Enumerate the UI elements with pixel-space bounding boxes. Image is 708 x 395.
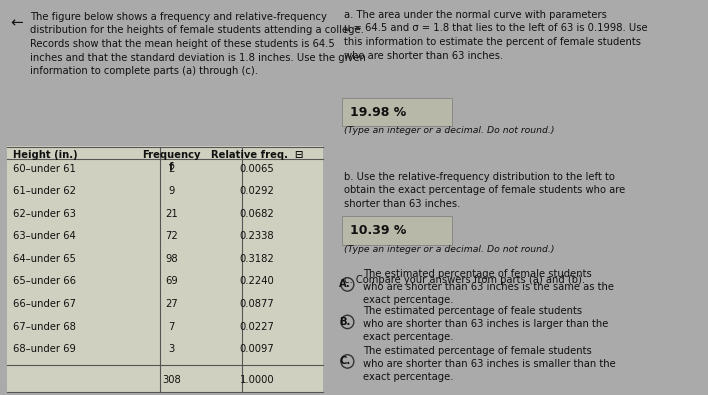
Text: A.: A. bbox=[339, 279, 351, 290]
Text: B.: B. bbox=[339, 317, 351, 327]
Text: 0.2338: 0.2338 bbox=[239, 231, 274, 241]
Text: 60–under 61: 60–under 61 bbox=[13, 164, 76, 174]
Text: 0.0877: 0.0877 bbox=[239, 299, 274, 309]
Text: 63–under 64: 63–under 64 bbox=[13, 231, 76, 241]
Text: 21: 21 bbox=[165, 209, 178, 219]
Text: 3: 3 bbox=[168, 344, 174, 354]
Text: 69: 69 bbox=[165, 276, 178, 286]
Text: ←: ← bbox=[10, 16, 23, 31]
Text: 72: 72 bbox=[165, 231, 178, 241]
Text: 9: 9 bbox=[168, 186, 174, 196]
Text: 64–under 65: 64–under 65 bbox=[13, 254, 76, 264]
Text: The figure below shows a frequency and relative-frequency
distribution for the h: The figure below shows a frequency and r… bbox=[30, 12, 365, 76]
Text: c. Compare your answers from parts (a) and (b).: c. Compare your answers from parts (a) a… bbox=[344, 275, 586, 284]
Text: 0.2240: 0.2240 bbox=[239, 276, 274, 286]
Text: The estimated percentage of female students
who are shorter than 63 inches is th: The estimated percentage of female stude… bbox=[363, 269, 615, 305]
Text: C.: C. bbox=[340, 356, 350, 367]
Text: 0.3182: 0.3182 bbox=[239, 254, 274, 264]
Text: 1.0000: 1.0000 bbox=[239, 375, 274, 386]
Text: 67–under 68: 67–under 68 bbox=[13, 322, 76, 331]
Text: 0.0065: 0.0065 bbox=[239, 164, 274, 174]
Text: a. The area under the normal curve with parameters
μ = 64.5 and σ = 1.8 that lie: a. The area under the normal curve with … bbox=[344, 10, 648, 61]
Text: 10.39 %: 10.39 % bbox=[350, 224, 406, 237]
Text: The estimated percentage of female students
who are shorter than 63 inches is sm: The estimated percentage of female stude… bbox=[363, 346, 616, 382]
FancyBboxPatch shape bbox=[343, 98, 452, 126]
Bar bbox=[6, 146, 323, 393]
Text: 61–under 62: 61–under 62 bbox=[13, 186, 76, 196]
Text: 308: 308 bbox=[162, 375, 181, 386]
Text: 98: 98 bbox=[165, 254, 178, 264]
Text: 27: 27 bbox=[165, 299, 178, 309]
Text: 2: 2 bbox=[168, 164, 174, 174]
Text: 19.98 %: 19.98 % bbox=[350, 106, 406, 118]
Text: 0.0682: 0.0682 bbox=[239, 209, 274, 219]
Text: 0.0292: 0.0292 bbox=[239, 186, 274, 196]
Text: Height (in.): Height (in.) bbox=[13, 150, 78, 160]
Text: The estimated percentage of fe​ale students
who are shorter than 63 inches is la: The estimated percentage of fe​ale stude… bbox=[363, 306, 609, 342]
Text: 66–under 67: 66–under 67 bbox=[13, 299, 76, 309]
Text: 65–under 66: 65–under 66 bbox=[13, 276, 76, 286]
Text: 68–under 69: 68–under 69 bbox=[13, 344, 76, 354]
Text: (Type an integer or a decimal. Do not round.): (Type an integer or a decimal. Do not ro… bbox=[344, 126, 555, 135]
Text: Frequency
f: Frequency f bbox=[142, 150, 200, 172]
Text: 62–under 63: 62–under 63 bbox=[13, 209, 76, 219]
Text: 7: 7 bbox=[168, 322, 174, 331]
Text: Relative freq.  ⊟: Relative freq. ⊟ bbox=[210, 150, 303, 160]
Text: 0.0227: 0.0227 bbox=[239, 322, 274, 331]
Text: 0.0097: 0.0097 bbox=[239, 344, 274, 354]
FancyBboxPatch shape bbox=[343, 216, 452, 245]
Text: (Type an integer or a decimal. Do not round.): (Type an integer or a decimal. Do not ro… bbox=[344, 245, 555, 254]
Text: b. Use the relative-frequency distribution to the left to
obtain the exact perce: b. Use the relative-frequency distributi… bbox=[344, 172, 626, 209]
